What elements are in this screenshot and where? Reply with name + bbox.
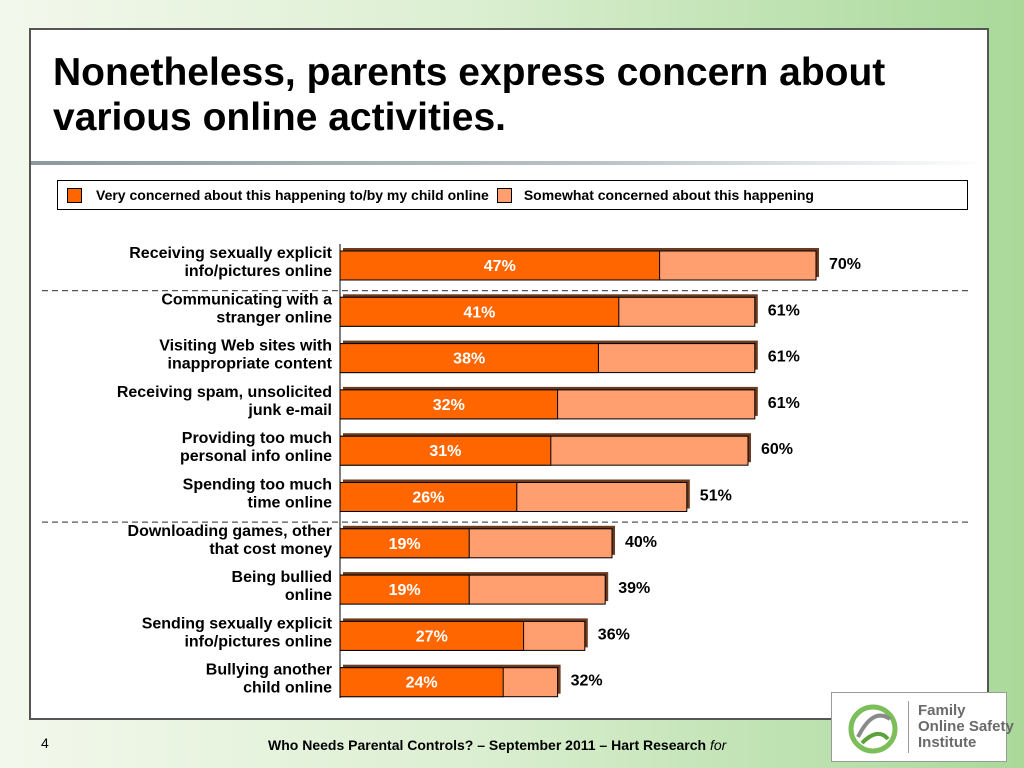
- data-label-very: 19%: [389, 582, 421, 599]
- logo-text: Family Online Safety Institute: [918, 703, 1014, 751]
- category-label: Receiving sexually explicit: [129, 245, 332, 262]
- data-label-very: 24%: [406, 675, 438, 692]
- legend-label-somewhat: Somewhat concerned about this happening: [523, 187, 814, 203]
- legend-item-somewhat: Somewhat concerned about this happening: [496, 187, 814, 203]
- data-label-total: 61%: [768, 395, 800, 412]
- data-label-total: 61%: [768, 349, 800, 366]
- category-label: info/pictures online: [184, 633, 332, 650]
- data-label-very: 41%: [463, 304, 495, 321]
- category-label: Providing too much: [182, 430, 332, 447]
- bar-very: [339, 389, 559, 420]
- bar-very: [339, 343, 599, 374]
- footer-text: Who Needs Parental Controls? – September…: [268, 737, 707, 753]
- category-label: Communicating with a: [161, 291, 332, 308]
- data-label-total: 40%: [625, 534, 657, 551]
- data-label-total: 36%: [598, 626, 630, 643]
- category-label: time online: [248, 495, 333, 512]
- category-label: stranger online: [216, 309, 332, 326]
- category-label: child online: [243, 680, 332, 697]
- legend-item-very: Very concerned about this happening to/b…: [67, 187, 489, 203]
- title-divider: [31, 161, 987, 165]
- data-label-total: 39%: [618, 580, 650, 597]
- category-label: Being bullied: [232, 569, 332, 586]
- bar-very: [339, 574, 470, 605]
- bar-very: [339, 667, 504, 698]
- category-label: Visiting Web sites with: [159, 338, 332, 355]
- bar-very: [339, 620, 525, 651]
- logo: [831, 692, 1007, 762]
- slide-frame: [29, 28, 989, 720]
- slide-title: Nonetheless, parents express concern abo…: [53, 51, 886, 139]
- logo-emblem-icon: [848, 704, 898, 754]
- logo-line: Family: [918, 702, 966, 719]
- data-label-total: 51%: [700, 488, 732, 505]
- footer-italic: for: [709, 737, 727, 753]
- data-label-very: 19%: [389, 536, 421, 553]
- category-label: info/pictures online: [184, 263, 332, 280]
- data-label-very: 26%: [412, 490, 444, 507]
- category-label: online: [285, 587, 332, 604]
- bar-very: [339, 435, 552, 466]
- data-label-total: 70%: [829, 256, 861, 273]
- category-label: junk e-mail: [247, 402, 332, 419]
- category-label: Spending too much: [183, 477, 332, 494]
- legend-swatch-very: [67, 187, 82, 203]
- logo-line: Institute: [918, 734, 977, 751]
- data-label-very: 38%: [453, 351, 485, 368]
- page-number: 4: [41, 735, 49, 751]
- bar-very: [339, 482, 518, 512]
- logo-line: Online Safety: [918, 718, 1014, 735]
- category-label: personal info online: [180, 448, 332, 465]
- category-label: Receiving spam, unsolicited: [117, 384, 332, 401]
- data-label-very: 31%: [429, 443, 461, 460]
- footer-citation: Who Needs Parental Controls? – September…: [268, 737, 726, 753]
- data-label-total: 60%: [761, 441, 793, 458]
- data-label-very: 32%: [433, 397, 465, 414]
- legend-swatch-somewhat: [496, 187, 512, 203]
- category-label: that cost money: [209, 541, 332, 558]
- category-label: inappropriate content: [168, 356, 333, 373]
- category-label: Bullying another: [206, 662, 332, 679]
- data-label-very: 47%: [484, 258, 516, 275]
- category-label: Sending sexually explicit: [142, 615, 333, 632]
- category-label: Downloading games, other: [128, 523, 332, 540]
- chart-legend: Very concerned about this happening to/b…: [57, 180, 968, 210]
- data-label-total: 32%: [571, 673, 603, 690]
- bar-very: [339, 528, 470, 559]
- data-label-total: 61%: [768, 302, 800, 319]
- legend-label-very: Very concerned about this happening to/b…: [96, 187, 489, 203]
- bar-very: [339, 296, 620, 327]
- data-label-very: 27%: [416, 628, 448, 645]
